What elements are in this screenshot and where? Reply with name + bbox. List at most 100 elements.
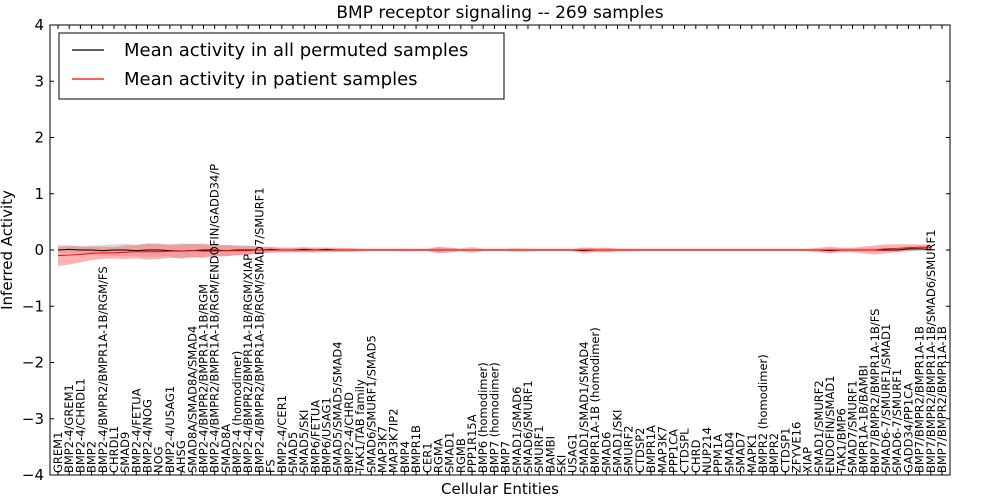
x-tick-label: BMPR2 <box>767 433 781 473</box>
y-tick-label: −1 <box>22 297 44 315</box>
x-tick-label: GREM1 <box>51 432 65 473</box>
x-tick-label: BMP7/BMPR2/BMPR1A-1B/SMAD6/SMURF1 <box>924 230 938 473</box>
x-tick-label: BMP7 <box>499 441 513 473</box>
y-tick-label: −4 <box>22 466 44 484</box>
y-tick-label: 0 <box>34 241 44 259</box>
x-tick-label: BMP2-4/BMPR2/BMPR1A-1B/RGM/FS <box>96 266 110 473</box>
x-tick-label: BMPR1B <box>409 425 423 473</box>
y-tick-label: 1 <box>34 185 44 203</box>
x-tick-label: CHRDL1 <box>107 426 121 473</box>
x-tick-label: XIAP <box>801 447 815 473</box>
x-tick-label: BMP2-4/USAG1 <box>163 386 177 473</box>
x-tick-label: BMP4 <box>398 441 412 473</box>
series-band-1 <box>58 243 931 266</box>
x-tick-label: CHRD <box>689 439 703 473</box>
y-tick-label: 3 <box>34 72 44 90</box>
x-tick-label: RGMB <box>454 438 468 473</box>
x-tick-label: BMP2-4/BMPR2/BMPR1A-1B/RGM/SMAD7/SMURF1 <box>252 187 266 473</box>
x-tick-label: BMP2-4/BMPR2/BMPR1A-1B/RGM <box>196 284 210 473</box>
x-tick-label: SMAD1/SMAD1/SMAD4 <box>577 341 591 473</box>
series-line-1 <box>57 246 931 257</box>
x-tick-label: NUP214 <box>700 427 714 473</box>
x-tick-label: TAK1/BMP6 <box>834 408 848 474</box>
legend-label-0: Mean activity in all permuted samples <box>124 40 468 61</box>
x-tick-label: SMAD7 <box>734 432 748 473</box>
x-tick-label: SMAD5 <box>286 432 300 473</box>
x-tick-label: SMAD6-7/SMURF1 <box>890 369 904 473</box>
x-tick-label: BMPR2 (homodimer) <box>756 354 770 473</box>
x-tick-label: BMP6 (homodimer) <box>476 362 490 473</box>
x-tick-label: SMURF2 <box>622 425 636 473</box>
y-tick-label: −2 <box>22 354 44 372</box>
x-tick-label: PPM1A <box>711 434 725 473</box>
x-tick-label: SMAD9 <box>118 432 132 473</box>
x-tick-label: GADD34/PP1CA <box>901 383 915 473</box>
x-tick-label: AHSG <box>174 440 188 473</box>
x-tick-label: BMP2-4/NOG <box>141 399 155 473</box>
x-tick-label: PPP1R15A <box>465 414 479 473</box>
x-tick-label: SKI <box>555 455 569 473</box>
chart-title: BMP receptor signaling -- 269 samples <box>336 3 663 23</box>
x-tick-label: SMAD4 <box>722 432 736 473</box>
x-tick-label: ENDOFIN/SMAD1 <box>823 375 837 473</box>
x-tick-label: SMURF1 <box>532 425 546 473</box>
y-tick-label: 2 <box>34 129 44 147</box>
legend-box <box>58 32 505 100</box>
x-tick-label: SMAD6/SMURF1 <box>521 380 535 473</box>
x-tick-label: FS <box>264 459 278 473</box>
x-tick-label: USAG1 <box>566 433 580 473</box>
x-tick-label: BMP7/BMPR2/BMPR1A-1B <box>935 326 949 473</box>
x-tick-label: SMAD6 <box>599 432 613 473</box>
x-tick-label: BMPR1A-1B/BAMBI <box>857 365 871 473</box>
x-tick-label: SMAD5/SKI <box>297 410 311 473</box>
x-tick-label: CTDSPL <box>678 428 692 473</box>
x-tick-label: BMPR1A <box>644 425 658 473</box>
legend: Mean activity in all permuted samples Mea… <box>58 32 505 100</box>
x-tick-label: NOG <box>152 446 166 473</box>
x-tick-label: MAP3K7IP2 <box>387 408 401 473</box>
x-tick-label: MAPK1 <box>745 433 759 473</box>
x-tick-label: BMP2-4/CHRDL1 <box>73 378 87 473</box>
x-tick-label: SMAD8A <box>219 424 233 473</box>
x-tick-label: TAK1/TAB family <box>353 379 367 474</box>
x-tick-label: CER1 <box>420 442 434 473</box>
x-tick-label: BMP6/USAG1 <box>320 397 334 473</box>
y-axis-label: Inferred Activity <box>0 190 16 310</box>
x-tick-label: BMP2-4 (homodimer) <box>230 351 244 473</box>
x-tick-label: SMAD1/SMURF2 <box>812 380 826 473</box>
x-tick-label: BMP2-4/BMPR2/BMPR1A-1B/RGM/ENDOFIN/GADD3… <box>208 164 222 473</box>
y-tick-label: −3 <box>22 410 44 428</box>
x-tick-label: BMP2-4/CER1 <box>275 395 289 473</box>
x-tick-label: SMAD7/SMURF1 <box>845 380 859 473</box>
x-tick-label: SMAD8A/SMAD8A/SMAD4 <box>185 326 199 473</box>
x-tick-label: BMPR1A-1B (homodimer) <box>588 327 602 473</box>
x-tick-label: CTDSP1 <box>778 428 792 473</box>
plot-area: −4−3−2−101234GREM1BMP2-4/GREM1BMP2-4/CHR… <box>22 16 951 484</box>
legend-label-1: Mean activity in patient samples <box>124 69 418 90</box>
x-tick-label: BAMBI <box>543 436 557 473</box>
x-tick-label: ZFYVE16 <box>790 422 804 473</box>
x-axis-label: Cellular Entities <box>441 480 559 498</box>
x-tick-label: SMAD1/SMAD6 <box>510 387 524 473</box>
x-tick-label: MAP3K7 <box>655 426 669 473</box>
x-tick-label: BMP2-4/BMPR2/BMPR1A-1B/RGM/XIAP <box>241 254 255 473</box>
x-tick-label: BMP7/BMPR2/BMPR1A-1B/FS <box>868 309 882 473</box>
x-tick-label: BMP6/FETUA <box>308 400 322 473</box>
x-tick-label: BMP2-4/CHRD <box>342 392 356 473</box>
x-tick-label: PPP1CA <box>666 429 680 473</box>
x-tick-label: CTDSP2 <box>633 428 647 473</box>
x-tick-label: MAP3K7 <box>376 426 390 473</box>
x-tick-label: SMAD6-7/SMURF1/SMAD1 <box>879 324 893 473</box>
x-tick-label: SMAD6/SMURF1/SMAD5 <box>364 335 378 473</box>
x-tick-label: BMP2 <box>85 441 99 473</box>
x-tick-label: BMP2-4/FETUA <box>129 388 143 473</box>
x-tick-label: SMAD1/SKI <box>610 410 624 473</box>
x-tick-label: BMP2-4/GREM1 <box>62 384 76 473</box>
y-tick-label: 4 <box>34 16 44 34</box>
x-tick-label: BMP7 (homodimer) <box>487 362 501 473</box>
x-tick-label: RGMA <box>431 438 445 473</box>
x-tick-label: BMP7/BMPR2/BMPR1A-1B <box>913 326 927 473</box>
x-tick-label: SMAD1 <box>443 432 457 473</box>
x-tick-label: SMAD5/SMAD5/SMAD4 <box>331 341 345 473</box>
